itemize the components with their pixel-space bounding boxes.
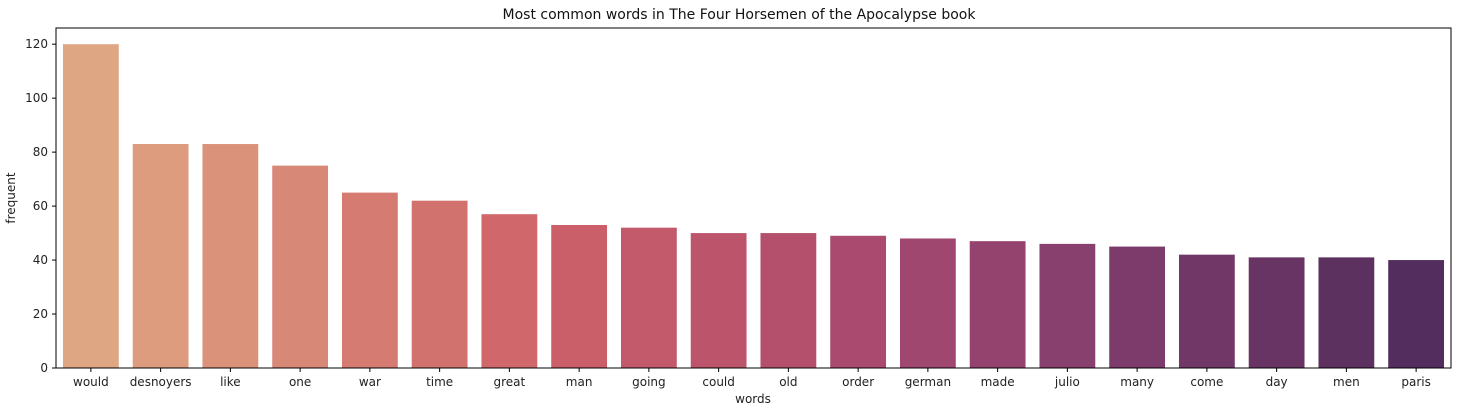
bar-one [272, 165, 329, 368]
chart-title: Most common words in The Four Horsemen o… [503, 7, 977, 23]
x-tick-label: made [981, 375, 1015, 389]
bar-like [202, 144, 259, 368]
y-tick-label: 20 [33, 307, 48, 321]
y-axis-label: frequent [4, 172, 18, 223]
x-tick-label: german [905, 375, 951, 389]
bar-war [341, 192, 398, 368]
bars-layer [62, 44, 1445, 368]
x-tick-label: day [1266, 375, 1288, 389]
x-tick-label: men [1333, 375, 1360, 389]
bar-time [411, 200, 468, 368]
bar-german [899, 238, 956, 368]
bar-could [690, 233, 747, 368]
x-tick-label: julio [1054, 375, 1080, 389]
x-tick-label: old [779, 375, 797, 389]
bar-day [1248, 257, 1305, 368]
x-tick-label: desnoyers [130, 375, 192, 389]
y-tick-label: 40 [33, 253, 48, 267]
x-tick-label: man [566, 375, 593, 389]
x-tick-label: would [73, 375, 109, 389]
x-tick-label: paris [1401, 375, 1431, 389]
x-tick-label: time [426, 375, 453, 389]
y-axis: 0 20 40 60 80 100 120 [25, 37, 56, 375]
bar-julio [1039, 243, 1096, 368]
y-tick-label: 100 [25, 91, 48, 105]
x-tick-label: order [842, 375, 874, 389]
bar-come [1178, 254, 1235, 368]
x-tick-label: going [632, 375, 666, 389]
y-tick-label: 60 [33, 199, 48, 213]
plot-frame [55, 27, 1452, 369]
bar-men [1318, 257, 1375, 368]
bar-made [969, 241, 1026, 368]
x-axis: would desnoyers like one war time great man goin… [73, 368, 1431, 389]
y-tick-label: 120 [25, 37, 48, 51]
x-tick-label: war [359, 375, 381, 389]
y-tick-label: 0 [40, 361, 48, 375]
bar-would [62, 44, 119, 368]
x-tick-label: great [494, 375, 526, 389]
bar-order [830, 235, 887, 368]
x-tick-label: could [702, 375, 735, 389]
x-tick-label: come [1190, 375, 1223, 389]
y-tick-label: 80 [33, 145, 48, 159]
bar-man [551, 224, 608, 368]
bar-great [481, 214, 538, 368]
x-tick-label: many [1120, 375, 1154, 389]
x-axis-label: words [735, 392, 771, 406]
bar-desnoyers [132, 144, 189, 368]
x-tick-label: like [220, 375, 241, 389]
bar-many [1109, 246, 1166, 368]
bar-old [760, 233, 817, 368]
x-tick-label: one [289, 375, 311, 389]
bar-going [620, 227, 677, 368]
bar-paris [1388, 260, 1445, 368]
